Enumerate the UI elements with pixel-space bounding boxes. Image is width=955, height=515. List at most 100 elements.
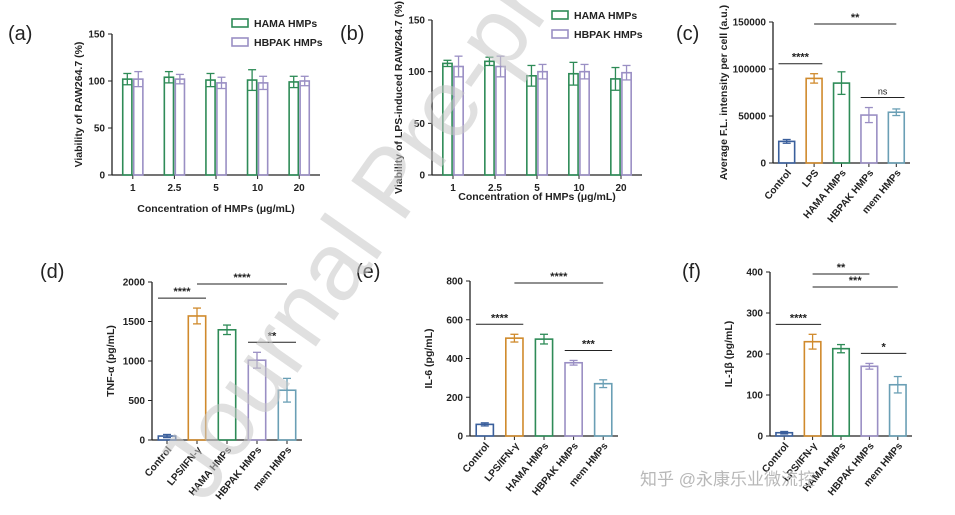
bar — [163, 76, 175, 176]
significance-label: **** — [792, 52, 810, 64]
bar — [777, 140, 796, 164]
panel-label-a: (a) — [8, 23, 32, 45]
credit-watermark: 知乎 @永康乐业微流控 — [640, 470, 815, 489]
legend-swatch — [231, 18, 249, 28]
x-tick-label: 1 — [450, 183, 456, 194]
bar — [526, 75, 537, 176]
y-axis-title: IL-6 (pg/mL) — [423, 328, 435, 388]
bar — [205, 79, 216, 176]
bar — [257, 82, 269, 176]
bar — [832, 82, 851, 164]
panel-label-d: (d) — [40, 261, 64, 283]
x-tick-label: 1 — [130, 183, 136, 194]
y-tick-label: 400 — [446, 354, 463, 365]
bar — [534, 338, 554, 437]
bar — [174, 78, 186, 176]
y-tick-label: 150000 — [733, 18, 767, 29]
y-tick-label: 1000 — [123, 357, 146, 368]
x-tick-label: 10 — [573, 183, 585, 194]
y-tick-label: 50 — [94, 124, 106, 135]
y-tick-label: 1500 — [123, 317, 146, 328]
y-tick-label: 800 — [446, 277, 463, 288]
significance-label: ** — [268, 330, 277, 342]
significance-label: ** — [837, 262, 846, 274]
legend-label: HAMA HMPs — [574, 10, 637, 22]
x-tick-label: LPS — [800, 168, 821, 190]
y-tick-label: 150 — [408, 16, 425, 27]
y-axis-title: Average F.L. intensity per cell (a.u.) — [718, 5, 730, 180]
bar — [121, 78, 133, 176]
y-tick-label: 600 — [446, 315, 463, 326]
bar — [593, 382, 613, 437]
y-tick-label: 0 — [99, 171, 105, 182]
bar — [132, 78, 144, 176]
significance-label: **** — [550, 271, 568, 283]
x-axis-title: Concentration of HMPs (μg/mL) — [458, 191, 616, 203]
y-tick-label: 0 — [457, 432, 463, 443]
significance-label: **** — [790, 312, 808, 324]
bar — [564, 361, 583, 437]
significance-label: *** — [849, 275, 863, 287]
bar — [621, 71, 632, 176]
y-tick-label: 100 — [746, 391, 763, 402]
x-tick-label: 5 — [534, 183, 540, 194]
y-tick-label: 50 — [414, 119, 426, 130]
legend-swatch — [551, 10, 569, 20]
y-tick-label: 0 — [760, 159, 766, 170]
bar — [299, 80, 311, 176]
x-tick-label: Control — [763, 168, 794, 202]
legend-label: HAMA HMPs — [254, 18, 317, 30]
panel-label-e: (e) — [356, 261, 380, 283]
x-tick-label: 20 — [615, 183, 627, 194]
significance-label: ns — [878, 87, 888, 97]
y-tick-label: 200 — [446, 393, 463, 404]
bar — [216, 82, 227, 176]
y-tick-label: 150 — [88, 30, 105, 41]
y-tick-label: 100 — [88, 77, 105, 88]
x-tick-label: 2.5 — [167, 183, 181, 194]
bar — [505, 337, 524, 437]
y-tick-label: 300 — [746, 309, 763, 320]
panel-label-c: (c) — [676, 23, 699, 45]
significance-label: **** — [173, 286, 191, 298]
bar — [610, 78, 621, 176]
bar — [246, 79, 258, 176]
bar — [860, 365, 879, 437]
y-tick-label: 2000 — [123, 278, 146, 289]
y-axis-title: IL-1β (pg/mL) — [723, 321, 735, 387]
x-axis-title: Concentration of HMPs (μg/mL) — [137, 203, 295, 215]
x-tick-label: 5 — [213, 183, 219, 194]
significance-label: * — [881, 341, 886, 353]
y-tick-label: 100000 — [733, 65, 767, 76]
y-tick-label: 0 — [139, 436, 145, 447]
x-tick-label: 10 — [252, 183, 264, 194]
y-axis-title: TNF-α (pg/mL) — [105, 325, 117, 397]
x-tick-label: Control — [461, 441, 492, 475]
y-tick-label: 0 — [757, 432, 763, 443]
panel-label-f: (f) — [682, 261, 701, 283]
y-tick-label: 400 — [746, 268, 763, 279]
significance-label: *** — [582, 338, 596, 350]
panel-label-b: (b) — [340, 23, 364, 45]
significance-label: **** — [233, 272, 251, 284]
y-axis-title: Viability of LPS-induced RAW264.7 (%) — [393, 1, 405, 194]
x-tick-label: 20 — [294, 183, 306, 194]
bar — [568, 72, 579, 176]
y-tick-label: 0 — [419, 171, 425, 182]
bar — [537, 70, 548, 176]
journal-preproof-watermark: Journal Pre-proof — [135, 0, 648, 515]
bar — [831, 347, 851, 437]
legend-label: HBPAK HMPs — [254, 37, 323, 49]
legend-label: HBPAK HMPs — [574, 29, 643, 41]
y-tick-label: 200 — [746, 350, 763, 361]
legend-swatch — [551, 29, 569, 39]
bar — [803, 340, 822, 437]
bar — [805, 77, 823, 164]
y-tick-label: 50000 — [738, 112, 766, 123]
